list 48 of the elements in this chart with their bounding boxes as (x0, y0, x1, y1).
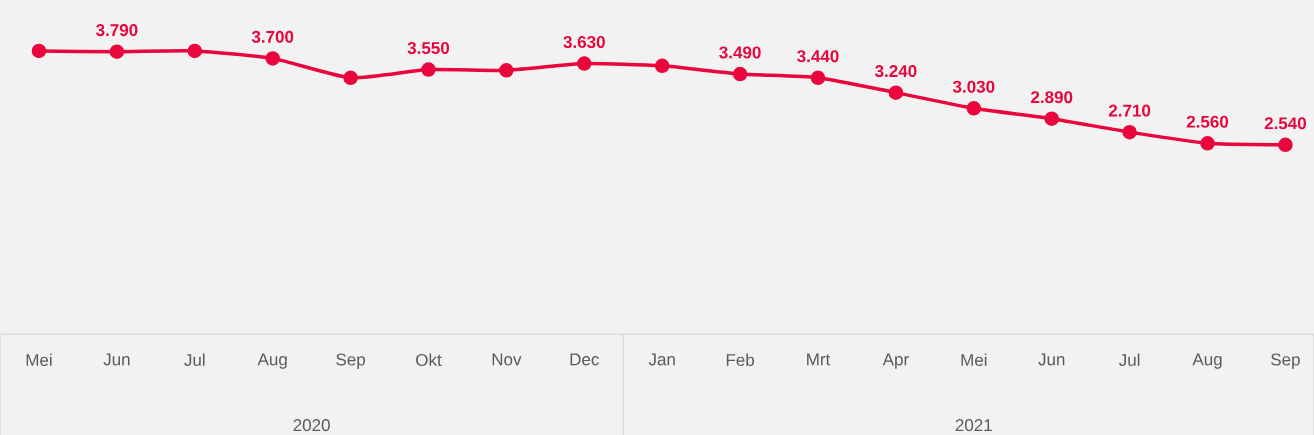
x-tick-label: Aug (1192, 353, 1222, 369)
point (421, 62, 436, 77)
x-tick-label: Mrt (807, 353, 831, 366)
x-tick-label: Sep (336, 353, 365, 369)
data-label: 3.790 (95, 24, 138, 37)
point (888, 85, 904, 100)
point (343, 70, 358, 85)
point (31, 43, 47, 59)
x-tick-label: Jan (648, 353, 675, 366)
data-label: 3.550 (407, 41, 450, 55)
x-tick-label: Mei (961, 353, 987, 367)
x-tick-label: Sep (1271, 353, 1300, 369)
text: 2021 (955, 419, 992, 432)
point (499, 63, 514, 78)
point (265, 51, 280, 66)
point (577, 56, 592, 71)
x-tick-label: Aug (257, 353, 287, 369)
point (966, 101, 982, 116)
x-tick-label: Mei (26, 353, 52, 367)
x-tick-label: Jun (103, 353, 130, 366)
x-tick-label: Jun (1038, 353, 1065, 366)
x-tick-label: Nov (492, 353, 522, 366)
data-label: 2.890 (1031, 91, 1073, 104)
data-label: 3.700 (251, 30, 294, 43)
point (732, 66, 748, 82)
point (187, 43, 203, 59)
data-label: 3.490 (719, 46, 761, 59)
point (1122, 124, 1137, 140)
x-tick-label: Jul (1119, 353, 1140, 367)
data-label: 3.030 (952, 80, 995, 93)
point (654, 58, 670, 74)
x-tick-label: Apr (882, 353, 909, 369)
data-label: 3.240 (875, 65, 917, 78)
data-label: 3.630 (563, 36, 605, 49)
data-label: 2.560 (1186, 115, 1229, 128)
text: 2020 (293, 419, 330, 432)
x-tick-label: Okt (416, 353, 442, 367)
data-label: 2.540 (1264, 117, 1306, 130)
point (109, 44, 125, 59)
point (1044, 111, 1059, 126)
data-label: 3.440 (797, 50, 839, 63)
x-tick-label: Feb (726, 353, 755, 367)
point (810, 70, 826, 85)
point (1200, 136, 1215, 151)
point (1278, 137, 1293, 153)
data-label: 2.710 (1108, 104, 1151, 117)
x-tick-label: Dec (570, 353, 599, 366)
x-tick-label: Jul (184, 353, 205, 367)
